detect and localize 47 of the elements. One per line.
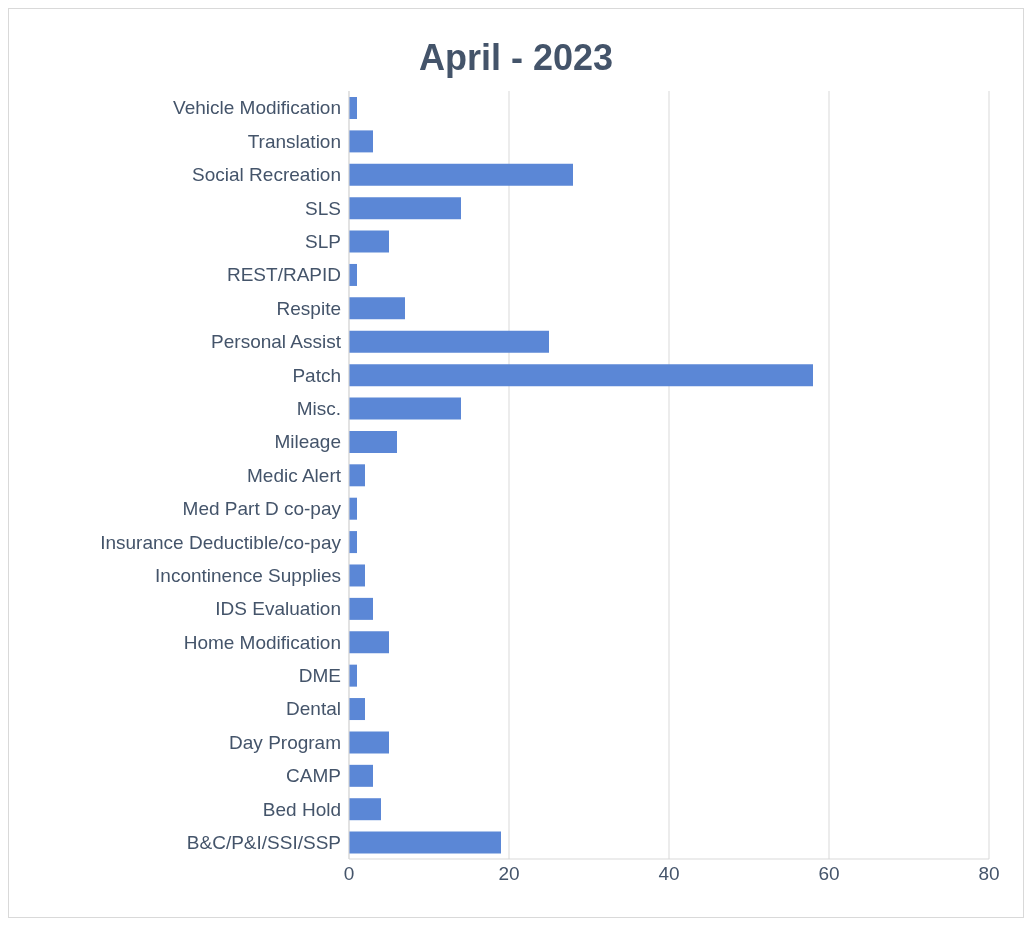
- y-tick-label: Translation: [247, 130, 341, 152]
- bar: [349, 631, 389, 654]
- bar: [349, 464, 365, 487]
- y-tick-label: Respite: [276, 297, 341, 319]
- y-tick-label: Day Program: [229, 731, 341, 753]
- x-tick-label: 60: [818, 863, 840, 885]
- bar: [349, 364, 813, 387]
- chart-title: April - 2023: [417, 36, 615, 80]
- y-tick-label: Vehicle Modification: [173, 97, 341, 119]
- bar: [349, 230, 389, 253]
- y-tick-label: REST/RAPID: [226, 264, 341, 286]
- y-tick-label: CAMP: [286, 765, 341, 787]
- y-tick-label: Medic Alert: [247, 464, 342, 486]
- y-tick-label: Dental: [286, 698, 341, 720]
- bar: [349, 597, 373, 620]
- y-tick-label: IDS Evaluation: [215, 598, 341, 620]
- bar: [349, 564, 365, 587]
- y-tick-label: B&C/P&I/SSI/SSP: [186, 832, 341, 854]
- y-tick-label: Social Recreation: [192, 164, 341, 186]
- bar: [349, 831, 501, 854]
- x-tick-label: 20: [498, 863, 520, 885]
- bar: [349, 330, 549, 353]
- y-tick-label: Bed Hold: [262, 798, 341, 820]
- bar: [349, 430, 397, 453]
- y-tick-label: Incontinence Supplies: [155, 564, 341, 586]
- bar: [349, 798, 381, 821]
- bar: [349, 397, 461, 420]
- bar: [349, 130, 373, 153]
- x-tick-label: 80: [978, 863, 1000, 885]
- y-tick-label: DME: [298, 665, 341, 687]
- x-tick-label: 0: [343, 863, 355, 885]
- y-tick-label: Personal Assist: [211, 331, 342, 353]
- bar: [349, 764, 373, 787]
- y-tick-label: Mileage: [274, 431, 341, 453]
- y-tick-label: Misc.: [296, 397, 341, 419]
- x-tick-label: 40: [658, 863, 680, 885]
- bar: [349, 197, 461, 220]
- bar: [349, 731, 389, 754]
- bar: [349, 297, 405, 320]
- bar: [349, 163, 573, 186]
- y-tick-label: Med Part D co-pay: [182, 498, 342, 520]
- y-tick-label: SLS: [305, 197, 341, 219]
- bar: [349, 698, 365, 721]
- y-tick-label: Patch: [292, 364, 341, 386]
- y-tick-label: SLP: [305, 231, 341, 253]
- y-tick-label: Insurance Deductible/co-pay: [100, 531, 342, 553]
- y-tick-label: Home Modification: [183, 631, 341, 653]
